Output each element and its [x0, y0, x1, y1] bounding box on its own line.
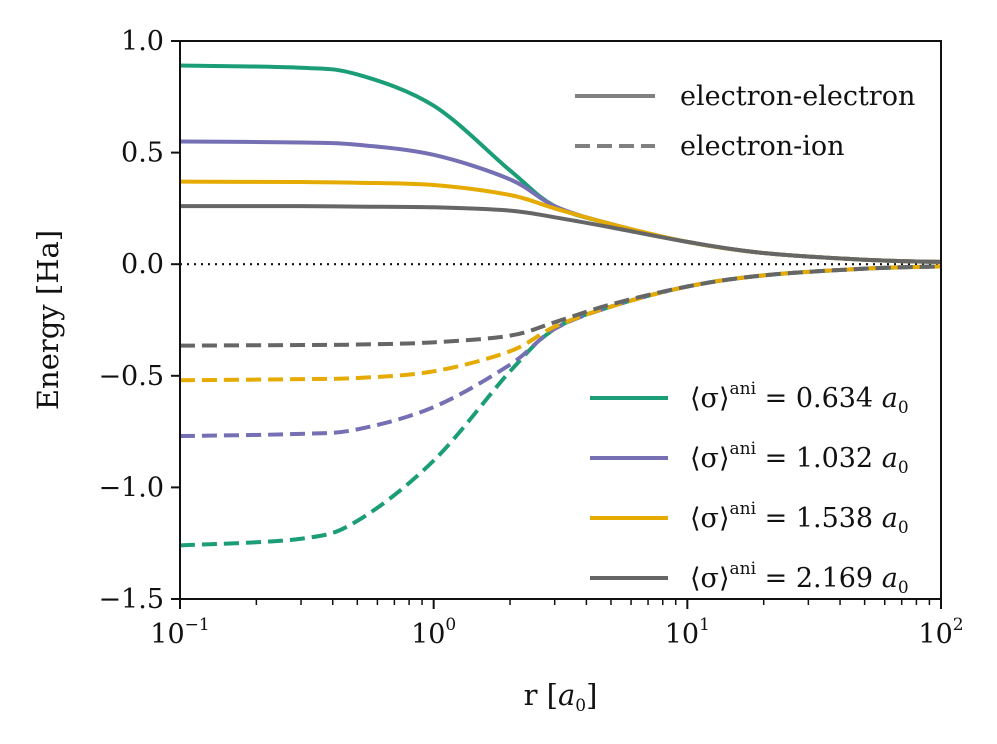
y-tick-label: 0.5: [121, 138, 164, 169]
series-legend-label: ⟨σ⟩ani = 0.634 a0: [690, 379, 909, 418]
x-tick-label: 102: [918, 615, 963, 650]
series-3-electron-electron-line: [179, 179, 942, 264]
series-legend-label: ⟨σ⟩ani = 1.032 a0: [690, 439, 909, 478]
chart-frame-layer: 1.0 0.5 0.0 −0.5 −1.0 −1.510−1 100 101 102 r [a0]…: [31, 26, 964, 716]
series-legend-label: ⟨σ⟩ani = 2.169 a0: [690, 559, 909, 598]
y-axis-label: Energy [Ha]: [31, 230, 65, 410]
x-tick-label: 101: [665, 615, 710, 650]
plot-frame: [179, 40, 942, 600]
style-legend-label: electron-ion: [680, 131, 845, 162]
y-tick-label: 0.0: [121, 249, 164, 280]
y-tick-label: 1.0: [121, 26, 164, 57]
series-4-electron-ion-line: [179, 264, 942, 348]
series-legend-label: ⟨σ⟩ani = 1.538 a0: [690, 499, 909, 538]
x-axis-label: r [a0]: [524, 678, 598, 716]
chart-series-layer: [179, 63, 942, 548]
style-legend-label: electron-electron: [680, 81, 915, 112]
series-2-electron-ion-line: [179, 264, 942, 439]
series-3-electron-ion-line: [179, 264, 942, 383]
series-4-electron-electron-line: [180, 204, 942, 264]
y-tick-label: −1.0: [98, 472, 164, 503]
x-tick-label: 100: [411, 615, 456, 650]
y-tick-label: −0.5: [98, 361, 164, 392]
chart-legend-layer: electron-electron electron-ion ⟨σ⟩ani = 0.…: [575, 81, 915, 598]
x-tick-label: 10−1: [150, 615, 209, 650]
y-tick-label: −1.5: [98, 584, 164, 615]
